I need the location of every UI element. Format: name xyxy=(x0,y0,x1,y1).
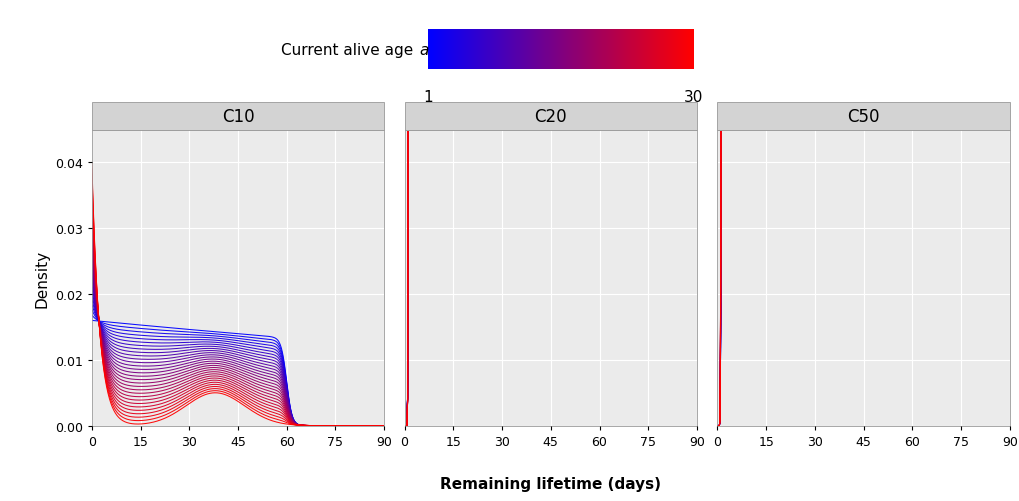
Text: C50: C50 xyxy=(847,108,879,125)
Text: 30: 30 xyxy=(684,90,702,105)
Text: C20: C20 xyxy=(534,108,567,125)
Text: Remaining lifetime (days): Remaining lifetime (days) xyxy=(440,476,660,491)
Text: a: a xyxy=(419,43,428,58)
Text: 1: 1 xyxy=(423,90,433,105)
Text: C10: C10 xyxy=(221,108,254,125)
Text: Current alive age: Current alive age xyxy=(281,43,418,58)
Y-axis label: Density: Density xyxy=(35,249,49,307)
